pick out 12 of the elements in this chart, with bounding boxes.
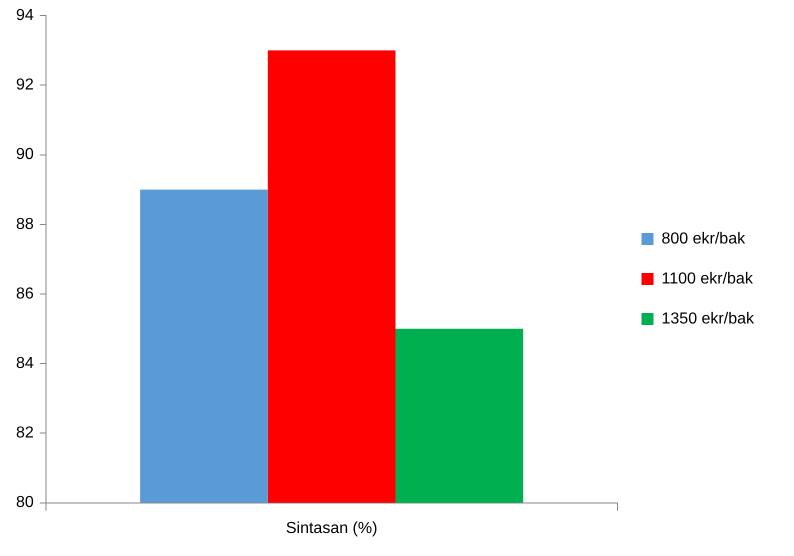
y-tick-label: 90: [16, 146, 34, 164]
y-tick-label: 80: [16, 494, 34, 512]
y-tick-label: 84: [16, 355, 34, 372]
legend-label: 800 ekr/bak: [661, 230, 746, 248]
y-tick-label: 82: [16, 424, 34, 442]
y-tick-label: 92: [16, 76, 34, 94]
y-tick-label: 88: [16, 216, 34, 233]
legend-label: 1100 ekr/bak: [661, 270, 754, 288]
y-tick-label: 86: [16, 285, 34, 302]
y-tick-label: 94: [16, 7, 34, 24]
x-tick-label: Sintasan (%): [286, 520, 378, 537]
legend-label: 1350 ekr/bak: [661, 310, 755, 328]
